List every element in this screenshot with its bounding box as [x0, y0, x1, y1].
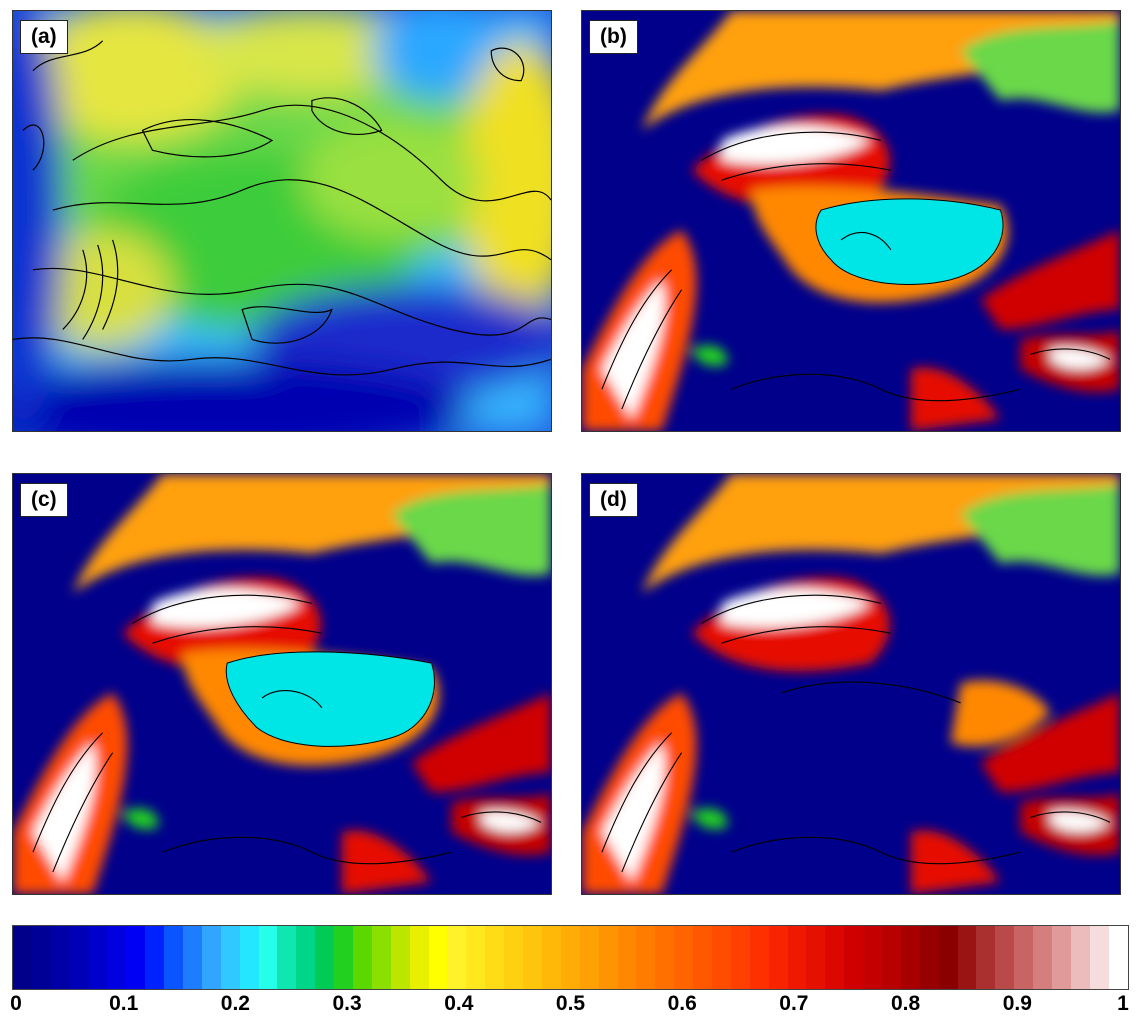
- panel-label-a: (a): [20, 20, 68, 54]
- colorbar-swatch: [183, 926, 202, 989]
- colorbar-tick-label: 0.8: [890, 992, 921, 1015]
- colorbar-swatch: [258, 926, 278, 989]
- colorbar-tick-label: 0: [10, 992, 22, 1015]
- colorbar-swatch: [957, 926, 977, 989]
- colorbar-swatch: [447, 926, 467, 989]
- colorbar-swatch: [50, 926, 70, 989]
- map-panel-d: (d): [581, 473, 1121, 895]
- colorbar-tick-label: 0.9: [1002, 992, 1032, 1015]
- colorbar-swatch: [220, 926, 240, 989]
- colorbar-swatch: [315, 926, 335, 989]
- panel-label-c: (c): [20, 483, 68, 517]
- colorbar-swatch: [617, 926, 637, 989]
- colorbar-swatch: [579, 926, 599, 989]
- panel-label-d: (d): [589, 483, 638, 517]
- colorbar-swatch: [995, 926, 1015, 989]
- colorbar-swatch: [787, 926, 807, 989]
- colorbar-swatch: [485, 926, 505, 989]
- colorbar-tick-label: 0.2: [220, 992, 250, 1015]
- colorbar-swatch: [1070, 926, 1090, 989]
- colorbar-swatch: [655, 926, 675, 989]
- colorbar-swatch: [390, 926, 410, 989]
- map-b-field: [582, 11, 1120, 431]
- colorbar-swatch: [560, 926, 580, 989]
- panel-label-b: (b): [589, 20, 638, 54]
- colorbar-swatch: [277, 926, 297, 989]
- map-panel-b: (b): [581, 10, 1121, 432]
- colorbar-swatch: [1033, 926, 1052, 989]
- colorbar-tick-label: 0.3: [332, 992, 362, 1015]
- colorbar-swatch: [201, 926, 221, 989]
- colorbar-swatch: [938, 926, 958, 989]
- colorbar-swatch: [1014, 926, 1034, 989]
- colorbar-swatch: [1051, 926, 1071, 989]
- colorbar-swatch: [768, 926, 788, 989]
- colorbar-swatch: [334, 926, 354, 989]
- colorbar-swatch: [844, 926, 864, 989]
- colorbar-swatch: [711, 926, 731, 989]
- colorbar-swatch: [296, 926, 316, 989]
- colorbar-tick-label: 0.4: [444, 992, 474, 1015]
- colorbar-swatch: [13, 926, 32, 989]
- map-a-field: [13, 11, 551, 431]
- colorbar-swatch: [806, 926, 826, 989]
- map-panel-c: (c): [12, 473, 552, 895]
- colorbar-swatch: [863, 926, 882, 989]
- colorbar-swatch: [674, 926, 694, 989]
- colorbar-tick-label: 0.6: [667, 992, 697, 1015]
- colorbar-swatch: [504, 926, 524, 989]
- colorbar-swatch: [239, 926, 259, 989]
- colorbar-swatch: [730, 926, 750, 989]
- colorbar-tick-label: 0.7: [779, 992, 809, 1015]
- colorbar-swatch: [541, 926, 561, 989]
- colorbar-swatch: [693, 926, 712, 989]
- colorbar-swatch: [976, 926, 996, 989]
- colorbar-swatch: [825, 926, 845, 989]
- colorbar-swatch: [749, 926, 769, 989]
- colorbar-swatch: [428, 926, 448, 989]
- map-c-field: [13, 474, 551, 894]
- colorbar-swatch: [1089, 926, 1109, 989]
- colorbar-swatch: [107, 926, 127, 989]
- colorbar-swatch: [881, 926, 901, 989]
- colorbar-swatch: [126, 926, 146, 989]
- colorbar-swatch: [1108, 926, 1128, 989]
- colorbar-swatch: [523, 926, 542, 989]
- colorbar-swatch: [31, 926, 51, 989]
- colorbar-swatch: [900, 926, 920, 989]
- colorbar-swatch: [164, 926, 184, 989]
- colorbar-swatch: [636, 926, 656, 989]
- colorbar-swatch: [598, 926, 618, 989]
- colorbar-tick-label: 0.1: [109, 992, 139, 1015]
- colorbar: [12, 925, 1129, 990]
- colorbar-swatch: [371, 926, 391, 989]
- colorbar-swatch: [145, 926, 165, 989]
- colorbar-swatch: [466, 926, 486, 989]
- colorbar-swatch: [353, 926, 372, 989]
- colorbar-tick-label: 1: [1117, 992, 1129, 1015]
- map-panel-a: (a): [12, 10, 552, 432]
- colorbar-swatch: [88, 926, 108, 989]
- colorbar-swatch: [919, 926, 939, 989]
- colorbar-swatch: [409, 926, 429, 989]
- map-d-field: [582, 474, 1120, 894]
- colorbar-swatch: [69, 926, 89, 989]
- colorbar-tick-label: 0.5: [555, 992, 586, 1015]
